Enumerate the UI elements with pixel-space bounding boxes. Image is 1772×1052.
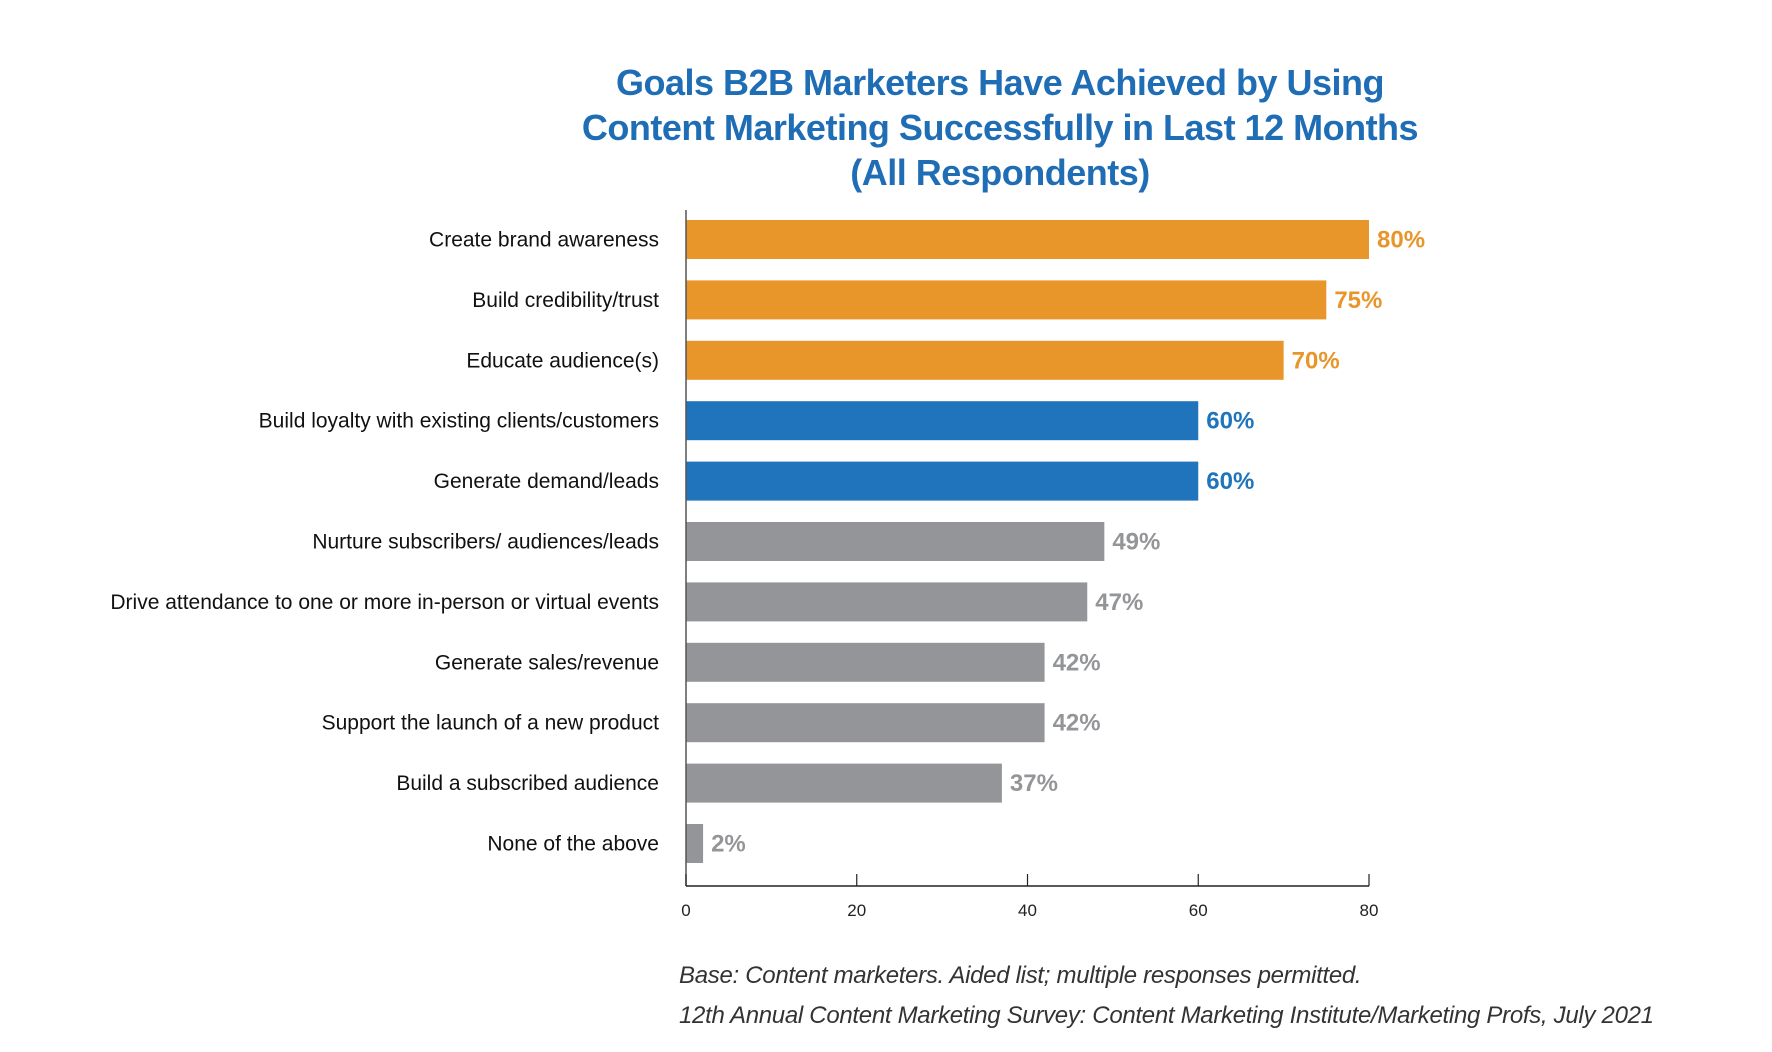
data-label: 60% <box>1206 468 1254 495</box>
bar <box>686 280 1327 320</box>
category-label: Create brand awareness <box>429 229 659 252</box>
category-label: Nurture subscribers/ audiences/leads <box>312 531 659 554</box>
data-label: 2% <box>711 831 746 858</box>
category-label: Build a subscribed audience <box>396 772 659 795</box>
x-tick-label: 20 <box>847 901 866 920</box>
data-label: 49% <box>1112 529 1160 556</box>
bar <box>686 340 1284 380</box>
x-tick-label: 0 <box>681 901 690 920</box>
data-label: 75% <box>1334 287 1382 314</box>
category-label: Build loyalty with existing clients/cust… <box>259 410 659 433</box>
category-label: Generate sales/revenue <box>435 651 659 674</box>
footer-base-note: Base: Content marketers. Aided list; mul… <box>679 962 1362 989</box>
data-label: 47% <box>1095 589 1143 616</box>
data-label: 37% <box>1010 770 1058 797</box>
bar <box>686 401 1199 441</box>
chart-title-line: Goals B2B Marketers Have Achieved by Usi… <box>616 62 1384 103</box>
bar <box>686 582 1088 622</box>
category-label: None of the above <box>487 833 659 856</box>
category-label: Build credibility/trust <box>472 289 659 312</box>
chart-title-line: (All Respondents) <box>850 152 1150 193</box>
data-label: 70% <box>1292 347 1340 374</box>
bar <box>686 220 1369 259</box>
data-label: 80% <box>1377 227 1425 254</box>
bar <box>686 461 1199 501</box>
bar <box>686 703 1045 743</box>
category-label: Drive attendance to one or more in-perso… <box>110 591 659 614</box>
data-label: 60% <box>1206 408 1254 435</box>
category-label: Support the launch of a new product <box>322 712 660 735</box>
category-label: Educate audience(s) <box>466 349 659 372</box>
data-label: 42% <box>1053 649 1101 676</box>
bar <box>686 642 1045 682</box>
x-tick-label: 80 <box>1360 901 1379 920</box>
chart-title: Goals B2B Marketers Have Achieved by Usi… <box>450 60 1550 195</box>
data-label: 42% <box>1053 710 1101 737</box>
category-label: Generate demand/leads <box>434 470 659 493</box>
x-tick-label: 60 <box>1189 901 1208 920</box>
bar <box>686 763 1002 803</box>
footer-source-note: 12th Annual Content Marketing Survey: Co… <box>679 1002 1654 1029</box>
bar <box>686 824 704 863</box>
bar <box>686 522 1105 561</box>
x-tick-label: 40 <box>1018 901 1037 920</box>
chart-title-line: Content Marketing Successfully in Last 1… <box>581 107 1419 148</box>
